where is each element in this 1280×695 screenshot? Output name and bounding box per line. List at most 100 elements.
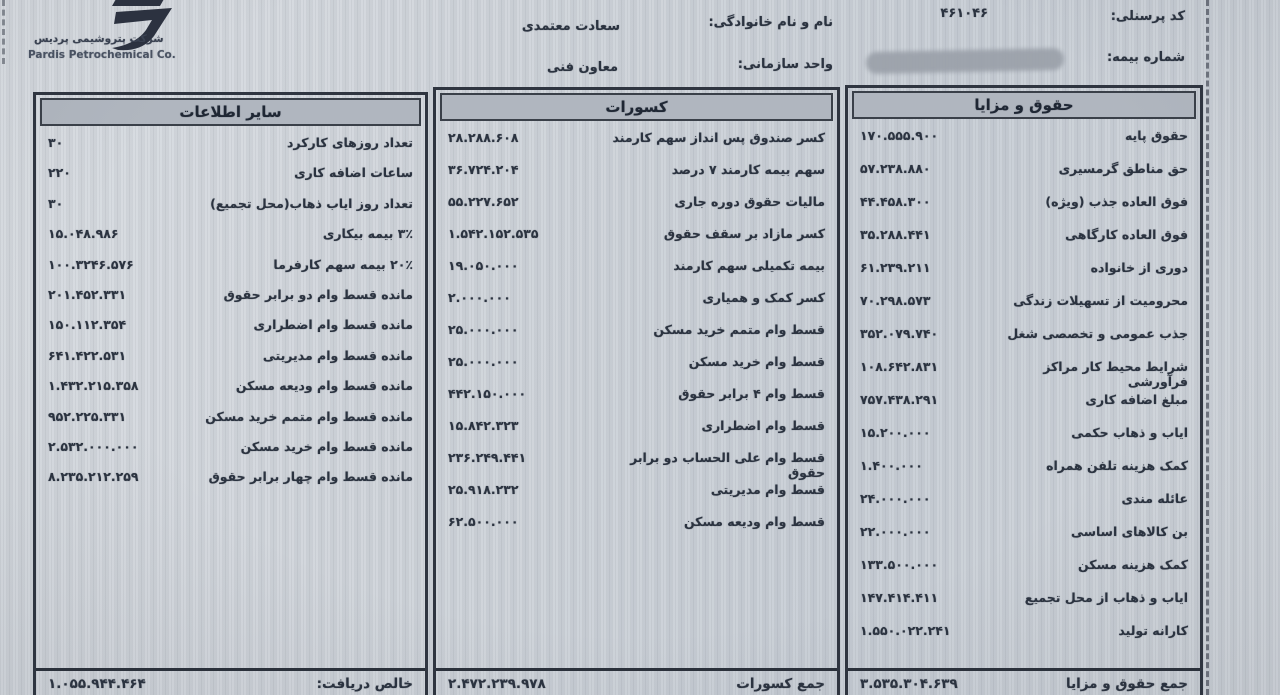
row-label: بن کالاهای اساسی <box>1071 524 1188 539</box>
row-value: ۲۲۰ <box>48 165 71 181</box>
table-row: ۳٪ بیمه بیکاری ۱۵.۰۴۸.۹۸۶ <box>48 226 413 256</box>
row-value: ۳۰ <box>48 195 64 211</box>
table-row: مانده قسط وام خرید مسکن ۲.۵۳۲.۰۰۰.۰۰۰ <box>48 439 413 469</box>
row-label: مانده قسط وام دو برابر حقوق <box>223 286 413 302</box>
row-label: ۳٪ بیمه بیکاری <box>322 226 413 242</box>
row-label: دوری از خانواده <box>1090 260 1188 275</box>
earnings-column: حقوق و مزایا حقوق پایه ۱۷۰.۵۵۵.۹۰۰ حق من… <box>845 85 1203 695</box>
deductions-total-row: جمع کسورات ۲.۴۷۲.۲۳۹.۹۷۸ <box>436 668 837 695</box>
table-row: مانده قسط وام دو برابر حقوق ۲۰۱.۴۵۲.۳۳۱ <box>48 287 413 317</box>
table-row: کمک هزینه تلفن همراه ۱.۴۰۰.۰۰۰ <box>860 458 1188 491</box>
row-value: ۲۴.۰۰۰.۰۰۰ <box>860 491 931 506</box>
table-row: دوری از خانواده ۶۱.۲۳۹.۲۱۱ <box>860 260 1188 293</box>
row-value: ۱.۴۰۰.۰۰۰ <box>860 458 923 473</box>
row-value: ۱۳۳.۵۰۰.۰۰۰ <box>860 557 939 572</box>
right-perforation-line <box>1206 0 1209 695</box>
row-value: ۱۷۰.۵۵۵.۹۰۰ <box>860 128 939 143</box>
row-label: سهم بیمه کارمند ۷ درصد <box>671 162 825 177</box>
table-row: قسط وام علی الحساب دو برابر حقوق ۲۳۶.۲۴۹… <box>448 450 825 482</box>
left-edge-mark <box>2 0 5 64</box>
table-row: قسط وام اضطراری ۱۵.۸۴۲.۳۲۳ <box>448 418 825 450</box>
row-value: ۲۸.۲۸۸.۶۰۸ <box>448 130 519 145</box>
net-pay-label: خالص دریافت: <box>316 676 413 692</box>
earnings-total-value: ۳.۵۳۵.۳۰۴.۶۳۹ <box>860 676 958 692</box>
table-row: مانده قسط وام ودیعه مسکن ۱.۴۳۲.۲۱۵.۳۵۸ <box>48 378 413 408</box>
net-pay-row: خالص دریافت: ۱.۰۵۵.۹۴۴.۴۶۴ <box>36 668 425 695</box>
table-row: بن کالاهای اساسی ۲۲.۰۰۰.۰۰۰ <box>860 524 1188 557</box>
row-label: مالیات حقوق دوره جاری <box>674 194 825 209</box>
table-row: مانده قسط وام اضطراری ۱۵۰.۱۱۲.۳۵۴ <box>48 317 413 347</box>
row-value: ۳۶.۷۲۴.۲۰۴ <box>448 162 519 177</box>
row-value: ۲۵.۹۱۸.۲۳۲ <box>448 482 519 497</box>
personnel-code-label: کد پرسنلی: <box>1110 9 1185 24</box>
row-label: کسر مازاد بر سقف حقوق <box>663 226 825 241</box>
earnings-rows: حقوق پایه ۱۷۰.۵۵۵.۹۰۰ حق مناطق گرمسیری ۵… <box>848 122 1200 656</box>
table-row: مانده قسط وام متمم خرید مسکن ۹۵۲.۲۲۵.۳۳۱ <box>48 409 413 439</box>
row-value: ۵۵.۲۲۷.۶۵۲ <box>448 194 519 209</box>
row-value: ۶۴۱.۴۲۲.۵۳۱ <box>48 347 127 363</box>
row-label: شرایط محیط کار مراکز فرآورشی <box>1043 359 1188 389</box>
table-row: کارانه تولید ۱.۵۵۰.۰۲۲.۲۴۱ <box>860 623 1188 656</box>
row-value: ۱۵.۸۴۲.۳۲۳ <box>448 418 519 433</box>
row-label: عائله مندی <box>1121 491 1188 506</box>
row-label: قسط وام ۴ برابر حقوق <box>678 386 825 401</box>
other-info-header: سایر اطلاعات <box>40 98 421 126</box>
deductions-total-value: ۲.۴۷۲.۲۳۹.۹۷۸ <box>448 676 546 692</box>
row-label: کسر کمک و همیاری <box>702 290 825 305</box>
row-label: مانده قسط وام خرید مسکن <box>240 438 413 454</box>
company-name-fa: شرکت پتروشیمی پردیس <box>34 33 164 45</box>
row-label: مانده قسط وام اضطراری <box>253 317 413 333</box>
table-row: کسر کمک و همیاری ۲.۰۰۰.۰۰۰ <box>448 290 825 322</box>
table-row: جذب عمومی و تخصصی شغل ۳۵۲.۰۷۹.۷۴۰ <box>860 326 1188 359</box>
row-value: ۱۰۰.۳۲۴۶.۵۷۶ <box>48 256 134 272</box>
row-value: ۶۲.۵۰۰.۰۰۰ <box>448 514 519 529</box>
earnings-header: حقوق و مزایا <box>852 91 1196 119</box>
insurance-number-redaction <box>865 47 1065 75</box>
pardis-logo-icon <box>102 0 180 84</box>
row-label: مانده قسط وام چهار برابر حقوق <box>208 469 413 485</box>
table-row: ایاب و ذهاب از محل تجمیع ۱۴۷.۴۱۴.۴۱۱ <box>860 590 1188 623</box>
row-label: فوق العاده کارگاهی <box>1065 227 1188 242</box>
table-row: تعداد روزهای کارکرد ۳۰ <box>48 135 413 165</box>
row-value: ۹۵۲.۲۲۵.۳۳۱ <box>48 408 127 424</box>
row-value: ۱۴۷.۴۱۴.۴۱۱ <box>860 590 939 605</box>
table-row: فوق العاده جذب (ویژه) ۴۴.۴۵۸.۳۰۰ <box>860 194 1188 227</box>
earnings-total-label: جمع حقوق و مزایا <box>1066 676 1188 692</box>
row-value: ۵۷.۲۳۸.۸۸۰ <box>860 161 931 176</box>
row-label: قسط وام خرید مسکن <box>688 354 825 369</box>
row-value: ۳۵.۲۸۸.۴۴۱ <box>860 227 931 242</box>
table-row: مالیات حقوق دوره جاری ۵۵.۲۲۷.۶۵۲ <box>448 194 825 226</box>
row-value: ۲۳۶.۲۴۹.۴۴۱ <box>448 450 527 465</box>
row-label: بیمه تکمیلی سهم کارمند <box>673 258 825 273</box>
other-info-rows: تعداد روزهای کارکرد ۳۰ ساعات اضافه کاری … <box>36 129 425 500</box>
row-value: ۸.۲۳۵.۲۱۲.۲۵۹ <box>48 469 139 485</box>
row-label: تعداد روزهای کارکرد <box>287 135 413 150</box>
personnel-code-value: ۴۶۱۰۴۶ <box>940 6 988 21</box>
company-name-en: Pardis Petrochemical Co. <box>28 49 176 61</box>
table-row: فوق العاده کارگاهی ۳۵.۲۸۸.۴۴۱ <box>860 227 1188 260</box>
row-value: ۱۵.۰۴۸.۹۸۶ <box>48 226 119 242</box>
table-row: مانده قسط وام مدیریتی ۶۴۱.۴۲۲.۵۳۱ <box>48 348 413 378</box>
row-value: ۱.۵۴۲.۱۵۲.۵۳۵ <box>448 226 539 241</box>
row-label: محرومیت از تسهیلات زندگی <box>1013 293 1188 308</box>
row-value: ۳۰ <box>48 135 64 150</box>
row-label: تعداد روز ایاب ذهاب(محل تجمیع) <box>210 195 413 211</box>
row-value: ۱.۵۵۰.۰۲۲.۲۴۱ <box>860 623 951 638</box>
deductions-column: کسورات کسر صندوق پس انداز سهم کارمند ۲۸.… <box>433 87 840 695</box>
row-label: قسط وام اضطراری <box>701 418 825 433</box>
name-label: نام و نام خانوادگی: <box>708 15 833 30</box>
name-value: سعادت معتمدی <box>521 19 620 34</box>
table-row: کسر مازاد بر سقف حقوق ۱.۵۴۲.۱۵۲.۵۳۵ <box>448 226 825 258</box>
table-row: قسط وام ۴ برابر حقوق ۴۴۲.۱۵۰.۰۰۰ <box>448 386 825 418</box>
row-label: کسر صندوق پس انداز سهم کارمند <box>612 130 825 145</box>
table-row: شرایط محیط کار مراکز فرآورشی ۱۰۸.۶۴۲.۸۳۱ <box>860 359 1188 392</box>
unit-value: معاون فنی <box>547 60 618 75</box>
net-pay-value: ۱.۰۵۵.۹۴۴.۴۶۴ <box>48 676 146 692</box>
row-label: کمک هزینه تلفن همراه <box>1046 458 1188 473</box>
table-row: مبلغ اضافه کاری ۷۵۷.۴۳۸.۲۹۱ <box>860 392 1188 425</box>
row-label: مبلغ اضافه کاری <box>1085 392 1188 407</box>
row-value: ۱۰۸.۶۴۲.۸۳۱ <box>860 359 939 374</box>
row-value: ۶۱.۲۳۹.۲۱۱ <box>860 260 931 275</box>
insurance-number-label: شماره بیمه: <box>1106 50 1185 65</box>
